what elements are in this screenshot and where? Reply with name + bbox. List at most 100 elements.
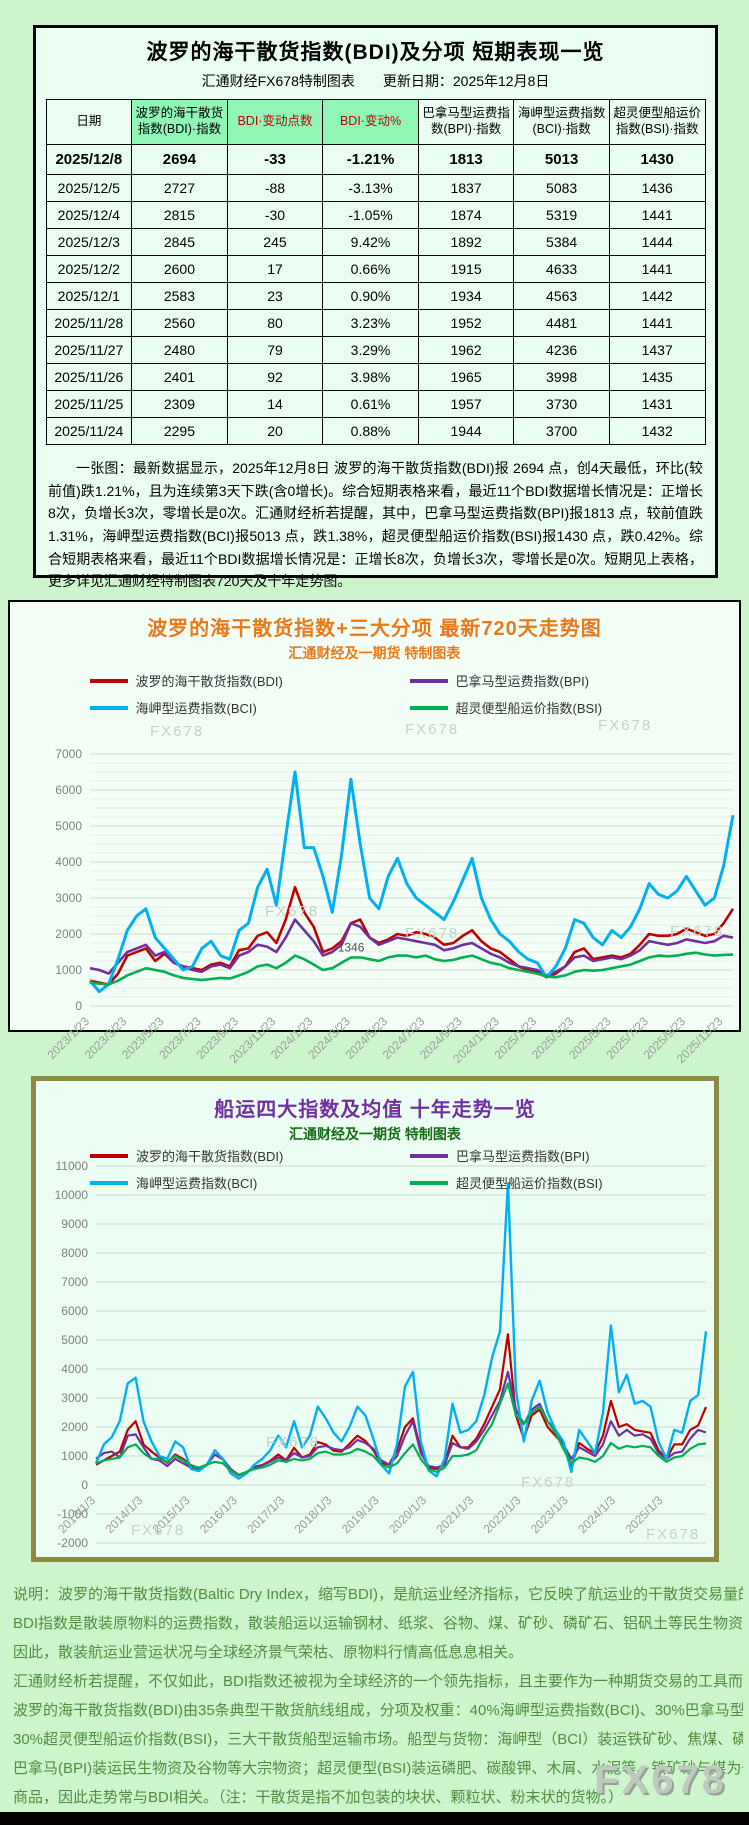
description-line: 巴拿马(BPI)装运民生物资及谷物等大宗物资；超灵便型(BSI)装运磷肥、碳酸钾… (13, 1760, 743, 1777)
table-cell: 2480 (131, 336, 228, 364)
table-cell: 2727 (131, 174, 228, 202)
legend-label: 海岬型运费指数(BCI) (135, 701, 257, 716)
table-cell: 1837 (417, 174, 515, 202)
svg-text:2021/1/3: 2021/1/3 (433, 1493, 476, 1536)
table-row: 2025/12/8 2694 -33 -1.21% 1813 5013 1430 (45, 144, 706, 175)
table-cell: 1892 (417, 228, 515, 256)
table-cell: 1444 (608, 228, 706, 256)
svg-text:4000: 4000 (55, 855, 82, 869)
column-header: BDI·变动点数 (226, 99, 324, 145)
table-cell: 5013 (513, 144, 610, 175)
table-cell: 0.90% (322, 282, 419, 310)
table-cell: -88 (226, 174, 324, 202)
table-cell: 0.88% (322, 417, 419, 445)
table-row: 2025/12/2 2600 17 0.66% 1915 4633 1441 (45, 255, 706, 283)
legend-line-swatch (409, 705, 448, 710)
table-header: 日期 波罗的海干散货指数(BDI)·指数 BDI·变动点数 BDI·变动% 巴拿马型运费… (45, 99, 706, 145)
legend-line-swatch (90, 1180, 128, 1185)
table-cell: 14 (226, 390, 324, 418)
table-row: 2025/12/4 2815 -30 -1.05% 1874 5319 1441 (45, 201, 706, 229)
legend-label: 超灵便型船运价指数(BSI) (455, 701, 603, 716)
description-line: 汇通财经析若提醒，不仅如此，BDI指数还被视为全球经济的一个领先指标，且主要作为… (13, 1673, 743, 1690)
svg-text:8000: 8000 (61, 1246, 88, 1260)
legend-label: 波罗的海干散货指数(BDI) (135, 674, 283, 689)
table-cell: 1965 (417, 363, 515, 391)
svg-text:2014/1/3: 2014/1/3 (102, 1493, 145, 1536)
table-cell: 1431 (608, 390, 706, 418)
svg-text:2015/1/3: 2015/1/3 (150, 1493, 193, 1536)
legend-line-swatch (410, 1153, 448, 1158)
table-cell: 9.42% (322, 228, 419, 256)
legend-label: 波罗的海干散货指数(BDI) (136, 1149, 284, 1164)
table-row: 2025/11/24 2295 20 0.88% 1944 3700 1432 (45, 417, 706, 445)
table-cell: 2025/12/8 (45, 144, 133, 175)
svg-text:2024/1/3: 2024/1/3 (575, 1493, 618, 1536)
chart1-subtitle: 汇通财经及一期货 特制图表 (288, 645, 461, 661)
table-cell: 2025/11/27 (45, 336, 133, 364)
ten-year-chart-panel: 船运四大指数及均值 十年走势一览 汇通财经及一期货 特制图表 波罗的海干散货指数… (31, 1076, 719, 1562)
svg-text:-2000: -2000 (57, 1536, 88, 1550)
table-cell: 2583 (131, 282, 228, 310)
svg-text:2019/1/3: 2019/1/3 (339, 1493, 382, 1536)
table-cell: 2309 (131, 390, 228, 418)
bdi-summary-panel: 波罗的海干散货指数(BDI)及分项 短期表现一览 汇通财经FX678特制图表 更… (33, 25, 718, 589)
ten-year-chart: -2000 -1000 0 1000 2000 3000 4000 5000 6000 7000 8… (36, 1144, 714, 1565)
table-cell: 2025/12/5 (45, 174, 133, 202)
table-cell: 79 (226, 336, 324, 364)
table-cell: 1442 (608, 282, 706, 310)
legend-item: 海岬型运费指数(BCI) (89, 698, 340, 717)
bottom-bar (0, 1812, 749, 1825)
svg-text:2025/1/3: 2025/1/3 (622, 1493, 665, 1536)
column-header: 巴拿马型运费指数(BPI)·指数 (417, 99, 515, 145)
table-cell: 1435 (608, 363, 706, 391)
table-cell: 2025/11/24 (45, 417, 133, 445)
table-cell: 1874 (417, 201, 515, 229)
svg-text:2016/1/3: 2016/1/3 (197, 1493, 240, 1536)
svg-text:2017/1/3: 2017/1/3 (244, 1493, 287, 1536)
svg-text:-1000: -1000 (57, 1507, 88, 1521)
legend-label: 巴拿马型运费指数(BPI) (456, 1149, 590, 1164)
legend-line-swatch (90, 1153, 128, 1158)
table-row: 2025/11/26 2401 92 3.98% 1965 3998 1435 (45, 363, 706, 391)
table-cell: 1441 (608, 309, 706, 337)
table-row: 2025/11/27 2480 79 3.29% 1962 4236 1437 (45, 336, 706, 364)
table-cell: 2694 (131, 144, 228, 175)
bdi-720day-chart-panel: 波罗的海干散货指数+三大分项 最新720天走势图 汇通财经及一期货 特制图表 波… (8, 600, 741, 1066)
table-cell: 1432 (608, 417, 706, 445)
svg-text:2018/1/3: 2018/1/3 (292, 1493, 335, 1536)
table-cell: 2560 (131, 309, 228, 337)
table-cell: 2025/12/4 (45, 201, 133, 229)
description-line: 波罗的海干散货指数(BDI)由35条典型干散货航线组成，分项及权重：40%海岬型… (13, 1702, 743, 1719)
svg-text:3000: 3000 (61, 1391, 88, 1405)
table-cell: 5319 (513, 201, 610, 229)
svg-text:2022/1/3: 2022/1/3 (481, 1493, 524, 1536)
column-header: 波罗的海干散货指数(BDI)·指数 (131, 99, 228, 145)
legend-line-swatch (89, 678, 128, 683)
page-title: 波罗的海干散货指数(BDI)及分项 短期表现一览 (146, 41, 605, 64)
column-header: 超灵便型船运价指数(BSI)·指数 (608, 99, 706, 145)
table-cell: 4481 (513, 309, 610, 337)
table-cell: -3.13% (322, 174, 419, 202)
chart1-canvas-wrap: 波罗的海干散货指数(BDI) 巴拿马型运费指数(BPI) 海岬型运费指数(BCI) 超… (10, 671, 739, 1090)
table-cell: 1952 (417, 309, 515, 337)
legend-label: 巴拿马型运费指数(BPI) (455, 674, 590, 689)
svg-text:5000: 5000 (61, 1333, 88, 1347)
svg-text:1000: 1000 (61, 1449, 88, 1463)
description-text: 说明：波罗的海干散货指数(Baltic Dry Index，缩写BDI)，是航运… (13, 1580, 743, 1812)
svg-text:0: 0 (75, 999, 82, 1013)
chart1-title: 波罗的海干散货指数+三大分项 最新720天走势图 (147, 618, 602, 640)
chart1-legend: 波罗的海干散货指数(BDI) 巴拿马型运费指数(BPI) 海岬型运费指数(BCI) 超… (10, 671, 739, 717)
table-cell: 3998 (513, 363, 610, 391)
table-cell: 1813 (417, 144, 515, 175)
svg-text:4000: 4000 (61, 1362, 88, 1376)
svg-text:2000: 2000 (55, 927, 82, 941)
table-cell: -30 (226, 201, 324, 229)
legend-item: 海岬型运费指数(BCI) (90, 1173, 340, 1192)
table-cell: 2295 (131, 417, 228, 445)
svg-text:6000: 6000 (61, 1304, 88, 1318)
table-cell: 1934 (417, 282, 515, 310)
summary-note: 一张图：最新数据显示，2025年12月8日 波罗的海干散货指数(BDI)报 26… (48, 460, 703, 590)
svg-text:6000: 6000 (55, 783, 82, 797)
svg-text:3000: 3000 (55, 891, 82, 905)
table-cell: 5384 (513, 228, 610, 256)
